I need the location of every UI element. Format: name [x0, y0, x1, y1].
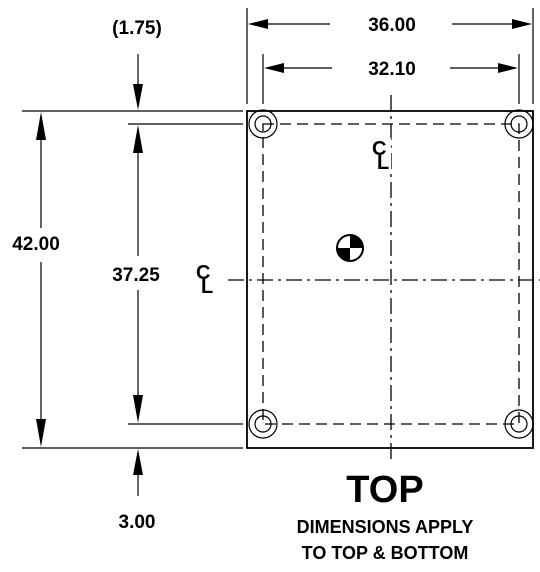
bottom-offset-label: 3.00 [119, 512, 156, 533]
overall-height-label: 42.00 [12, 234, 60, 255]
dim-hole-spacing-height: 37.25 [112, 123, 243, 425]
bolt-hole-top-right [504, 109, 534, 139]
dim-hole-spacing-width: 32.10 [262, 54, 520, 104]
hole-spacing-width-label: 32.10 [368, 59, 416, 80]
dim-overall-height: 42.00 [12, 110, 243, 449]
centerline-symbol-vertical: C L [369, 138, 391, 174]
dim-bottom-offset: 3.00 [119, 449, 156, 533]
note-line-1: DIMENSIONS APPLY [297, 517, 474, 537]
top-offset-label: (1.75) [112, 18, 162, 39]
bolt-hole-bottom-right [504, 409, 534, 439]
center-of-gravity-icon [336, 234, 364, 262]
svg-text:L: L [201, 276, 213, 298]
note-line-2: TO TOP & BOTTOM [302, 543, 469, 563]
svg-text:C: C [196, 262, 210, 284]
centerline-symbol-horizontal: C L [194, 262, 222, 298]
dim-overall-width: 36.00 [246, 8, 534, 104]
dim-top-offset: (1.75) [112, 18, 162, 110]
overall-width-label: 36.00 [368, 15, 416, 36]
bolt-hole-bottom-left [248, 409, 278, 439]
hole-spacing-height-label: 37.25 [112, 265, 160, 286]
svg-text:L: L [377, 152, 389, 174]
bolt-hole-top-left [248, 109, 278, 139]
svg-text:C: C [372, 138, 386, 160]
view-title: TOP [346, 469, 423, 511]
